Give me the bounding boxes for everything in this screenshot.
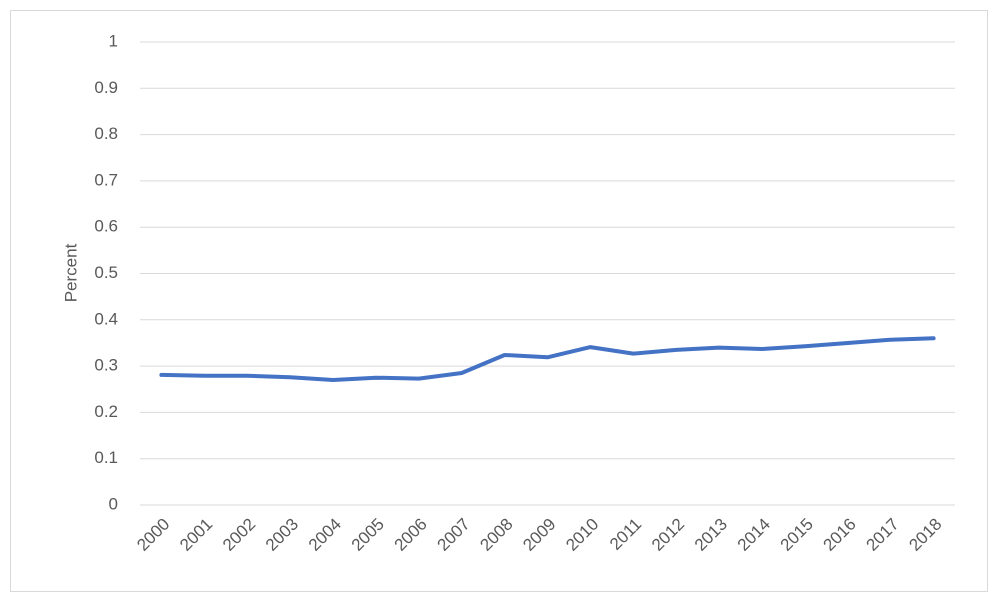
- chart-border: [10, 10, 988, 592]
- y-tick-label: 0.1: [94, 448, 118, 467]
- y-tick-label: 0.9: [94, 78, 118, 97]
- y-tick-label: 0.7: [94, 170, 118, 189]
- data-line: [159, 336, 936, 382]
- y-tick-label: 0.5: [94, 263, 118, 282]
- y-tick-label: 0.3: [94, 356, 118, 375]
- y-tick-label: 0.6: [94, 217, 118, 236]
- y-tick-label: 0.8: [94, 124, 118, 143]
- y-tick-label: 0.4: [94, 309, 118, 328]
- y-tick-label: 0: [109, 494, 118, 513]
- y-axis-label: Percent: [61, 243, 80, 302]
- y-tick-label: 0.2: [94, 402, 118, 421]
- y-tick-label: 1: [109, 31, 118, 50]
